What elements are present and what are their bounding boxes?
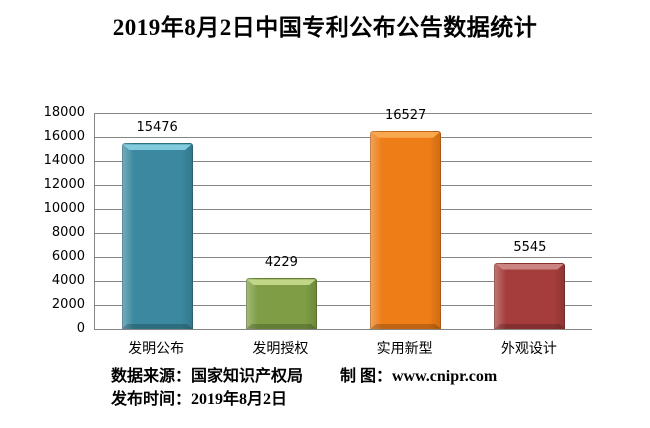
y-tick-label: 18000 xyxy=(43,105,85,120)
footer-chart-credit: 制 图：www.cnipr.com xyxy=(340,368,498,385)
y-tick-label: 14000 xyxy=(43,153,85,168)
footer-publish-date: 发布时间：2019年8月2日 xyxy=(111,391,288,408)
gridline xyxy=(95,305,592,306)
bar-实用新型 xyxy=(370,130,442,329)
x-tick-label: 发明授权 xyxy=(252,342,309,357)
bar-外观设计 xyxy=(494,262,566,329)
gridline xyxy=(95,113,592,114)
footer-data-source: 数据来源：国家知识产权局 xyxy=(111,368,304,385)
x-tick-label: 实用新型 xyxy=(376,342,433,357)
gridline xyxy=(95,137,592,138)
y-tick-label: 2000 xyxy=(51,297,85,312)
gridline xyxy=(95,209,592,210)
bar-value-label: 15476 xyxy=(136,120,178,136)
chart-title: 2019年8月2日中国专利公布公告数据统计 xyxy=(112,15,538,40)
y-tick-label: 6000 xyxy=(51,249,85,264)
gridline xyxy=(95,185,592,186)
gridline xyxy=(95,281,592,282)
bar-发明公布 xyxy=(121,143,193,329)
gridline xyxy=(95,233,592,234)
y-tick-label: 4000 xyxy=(51,273,85,288)
gridline xyxy=(95,161,592,162)
y-tick-label: 10000 xyxy=(43,201,85,216)
plot-area: 15476 4229 16527 5545 xyxy=(94,108,592,330)
gridline xyxy=(95,257,592,258)
y-tick-label: 12000 xyxy=(43,177,85,192)
y-axis: 0 2000 4000 6000 8000 10000 12000 14000 16000 180… xyxy=(0,0,85,428)
x-tick-label: 外观设计 xyxy=(500,342,557,357)
y-tick-label: 0 xyxy=(76,321,85,336)
bar-发明授权 xyxy=(245,278,317,329)
bar-value-label: 16527 xyxy=(384,107,427,123)
bar-value-label: 5545 xyxy=(513,239,547,255)
x-tick-label: 发明公布 xyxy=(128,342,185,357)
y-tick-label: 8000 xyxy=(51,225,85,240)
bar-value-label: 4229 xyxy=(264,255,298,271)
y-tick-label: 16000 xyxy=(43,129,85,144)
